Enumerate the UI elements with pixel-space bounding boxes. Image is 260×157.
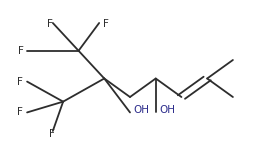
Text: F: F: [18, 46, 24, 56]
Text: OH: OH: [159, 105, 175, 115]
Text: F: F: [47, 19, 53, 29]
Text: OH: OH: [134, 105, 150, 115]
Text: F: F: [17, 77, 23, 87]
Text: F: F: [103, 19, 108, 29]
Text: F: F: [17, 107, 23, 117]
Text: F: F: [49, 129, 55, 139]
